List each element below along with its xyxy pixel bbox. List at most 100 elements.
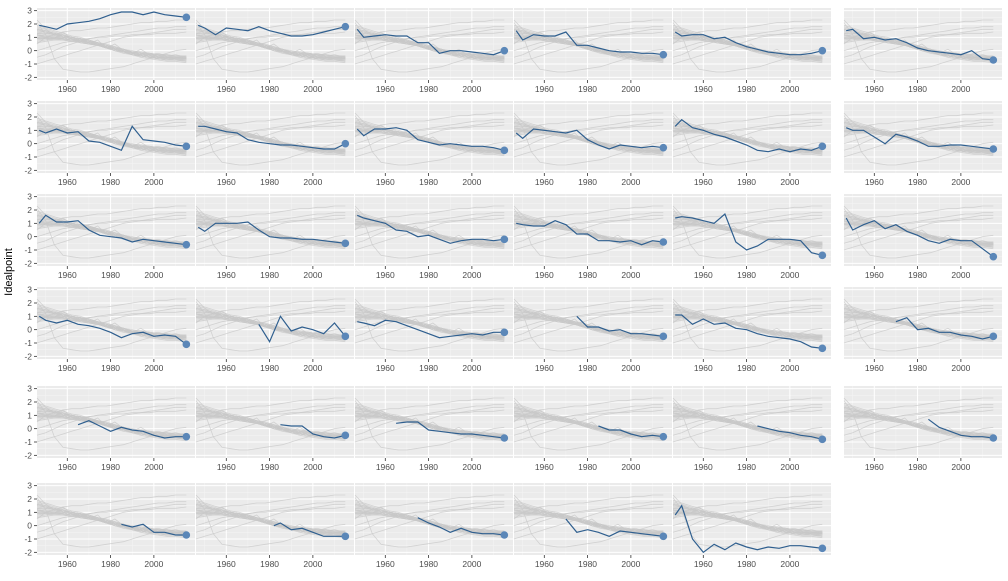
y-tick-label: -2 <box>24 351 32 361</box>
series-end-point <box>989 56 998 64</box>
background-series-line <box>513 205 664 231</box>
x-tick-label: 1960 <box>376 270 395 280</box>
background-series-line <box>195 212 346 247</box>
series-end-point <box>341 332 350 341</box>
x-tick-label: 1980 <box>101 270 120 280</box>
background-series-line <box>195 307 346 344</box>
background-series-line <box>354 506 505 527</box>
background-series-line <box>36 217 187 238</box>
background-series-line <box>354 112 505 138</box>
x-tick-label: 1980 <box>419 462 438 472</box>
x-tick-label: 1960 <box>217 270 236 280</box>
background-series-line <box>354 501 505 536</box>
x-tick-label: 1960 <box>58 177 77 187</box>
x-tick-label: 1960 <box>535 559 554 569</box>
background-series-line <box>36 506 187 533</box>
background-series-line <box>513 212 664 247</box>
background-series-line <box>513 501 664 536</box>
highlight-series-line <box>356 214 505 244</box>
background-series-line <box>672 494 823 520</box>
x-tick-label: 2000 <box>144 559 163 569</box>
series-end-point <box>182 142 191 151</box>
x-tick-label: 1980 <box>737 462 756 472</box>
highlight-series-line <box>198 125 346 150</box>
x-tick-label: 1960 <box>376 177 395 187</box>
background-series-line <box>672 214 823 251</box>
background-series-line <box>195 214 346 251</box>
series-end-point <box>659 332 668 341</box>
background-series-line <box>195 494 346 520</box>
panel-23: 1960 1980 2000 <box>672 287 831 373</box>
background-series-line <box>513 298 664 324</box>
background-series-line <box>513 124 664 145</box>
background-series-line <box>195 397 346 423</box>
panel-34: 1960 1980 2000 <box>513 483 672 569</box>
background-series-line <box>513 406 664 443</box>
background-series-line <box>354 494 505 520</box>
highlight-series-line <box>417 517 505 536</box>
x-tick-label: 2000 <box>303 177 322 187</box>
x-tick-label: 1980 <box>101 363 120 373</box>
background-series-line <box>843 404 994 439</box>
x-tick-label: 1980 <box>260 270 279 280</box>
highlight-series-line <box>273 522 346 537</box>
series-end-point <box>341 431 350 440</box>
x-tick-label: 2000 <box>780 84 799 94</box>
background-series-line <box>354 307 505 344</box>
series-end-point <box>659 50 668 59</box>
background-series-line <box>354 305 505 337</box>
highlight-series-line <box>38 315 187 345</box>
y-tick-label: 1 <box>27 218 32 228</box>
x-tick-label: 1960 <box>58 363 77 373</box>
background-series-line <box>672 305 823 340</box>
background-series-line <box>195 503 346 540</box>
background-series-line <box>843 307 994 344</box>
series-end-point <box>500 146 509 155</box>
background-series-line <box>354 409 505 430</box>
y-tick-label: -1 <box>24 59 32 69</box>
background-series-line <box>672 506 823 533</box>
background-series-line <box>513 305 664 340</box>
background-series-line <box>672 112 823 138</box>
background-series-line <box>843 28 994 65</box>
background-series-line <box>195 112 346 138</box>
background-series-line <box>36 404 187 436</box>
background-series-line <box>195 298 346 324</box>
background-series-line <box>36 305 187 340</box>
y-tick-label: 1 <box>27 507 32 517</box>
background-series-line <box>36 19 187 45</box>
background-series-line <box>36 212 187 247</box>
background-series-line <box>36 28 187 65</box>
background-series-line <box>513 506 664 533</box>
background-series-line <box>843 205 994 231</box>
panel-6: 1960 1980 2000 <box>843 8 1002 94</box>
highlight-series-line <box>845 217 994 258</box>
background-series-line <box>513 307 664 344</box>
background-series-line <box>195 124 346 145</box>
y-tick-label: 1 <box>27 410 32 420</box>
background-series-line <box>36 494 187 520</box>
background-series-line <box>36 301 187 352</box>
background-series-line <box>354 217 505 238</box>
series-end-point <box>341 532 350 541</box>
background-series-line <box>354 212 505 244</box>
x-tick-label: 2000 <box>462 363 481 373</box>
x-tick-label: 1980 <box>260 84 279 94</box>
highlight-series-line <box>576 315 664 337</box>
y-tick-label: 1 <box>27 32 32 42</box>
x-tick-label: 2000 <box>303 84 322 94</box>
background-series-line <box>195 406 346 443</box>
panel-31: 1960 1980 2000 3 2 1 0 -1 -2 <box>24 481 195 569</box>
background-series-line <box>672 506 823 527</box>
background-series-line <box>195 310 346 331</box>
background-series-line <box>513 217 664 238</box>
background-series-line <box>354 310 505 331</box>
highlight-series-line <box>356 127 505 151</box>
highlight-series-line <box>515 30 664 56</box>
series-end-point <box>818 46 827 55</box>
panel-22: 1960 1980 2000 <box>513 287 672 373</box>
x-tick-label: 2000 <box>144 84 163 94</box>
background-series-line <box>36 497 187 548</box>
background-series-line <box>354 404 505 439</box>
panel-15: 1960 1980 2000 <box>354 194 513 280</box>
